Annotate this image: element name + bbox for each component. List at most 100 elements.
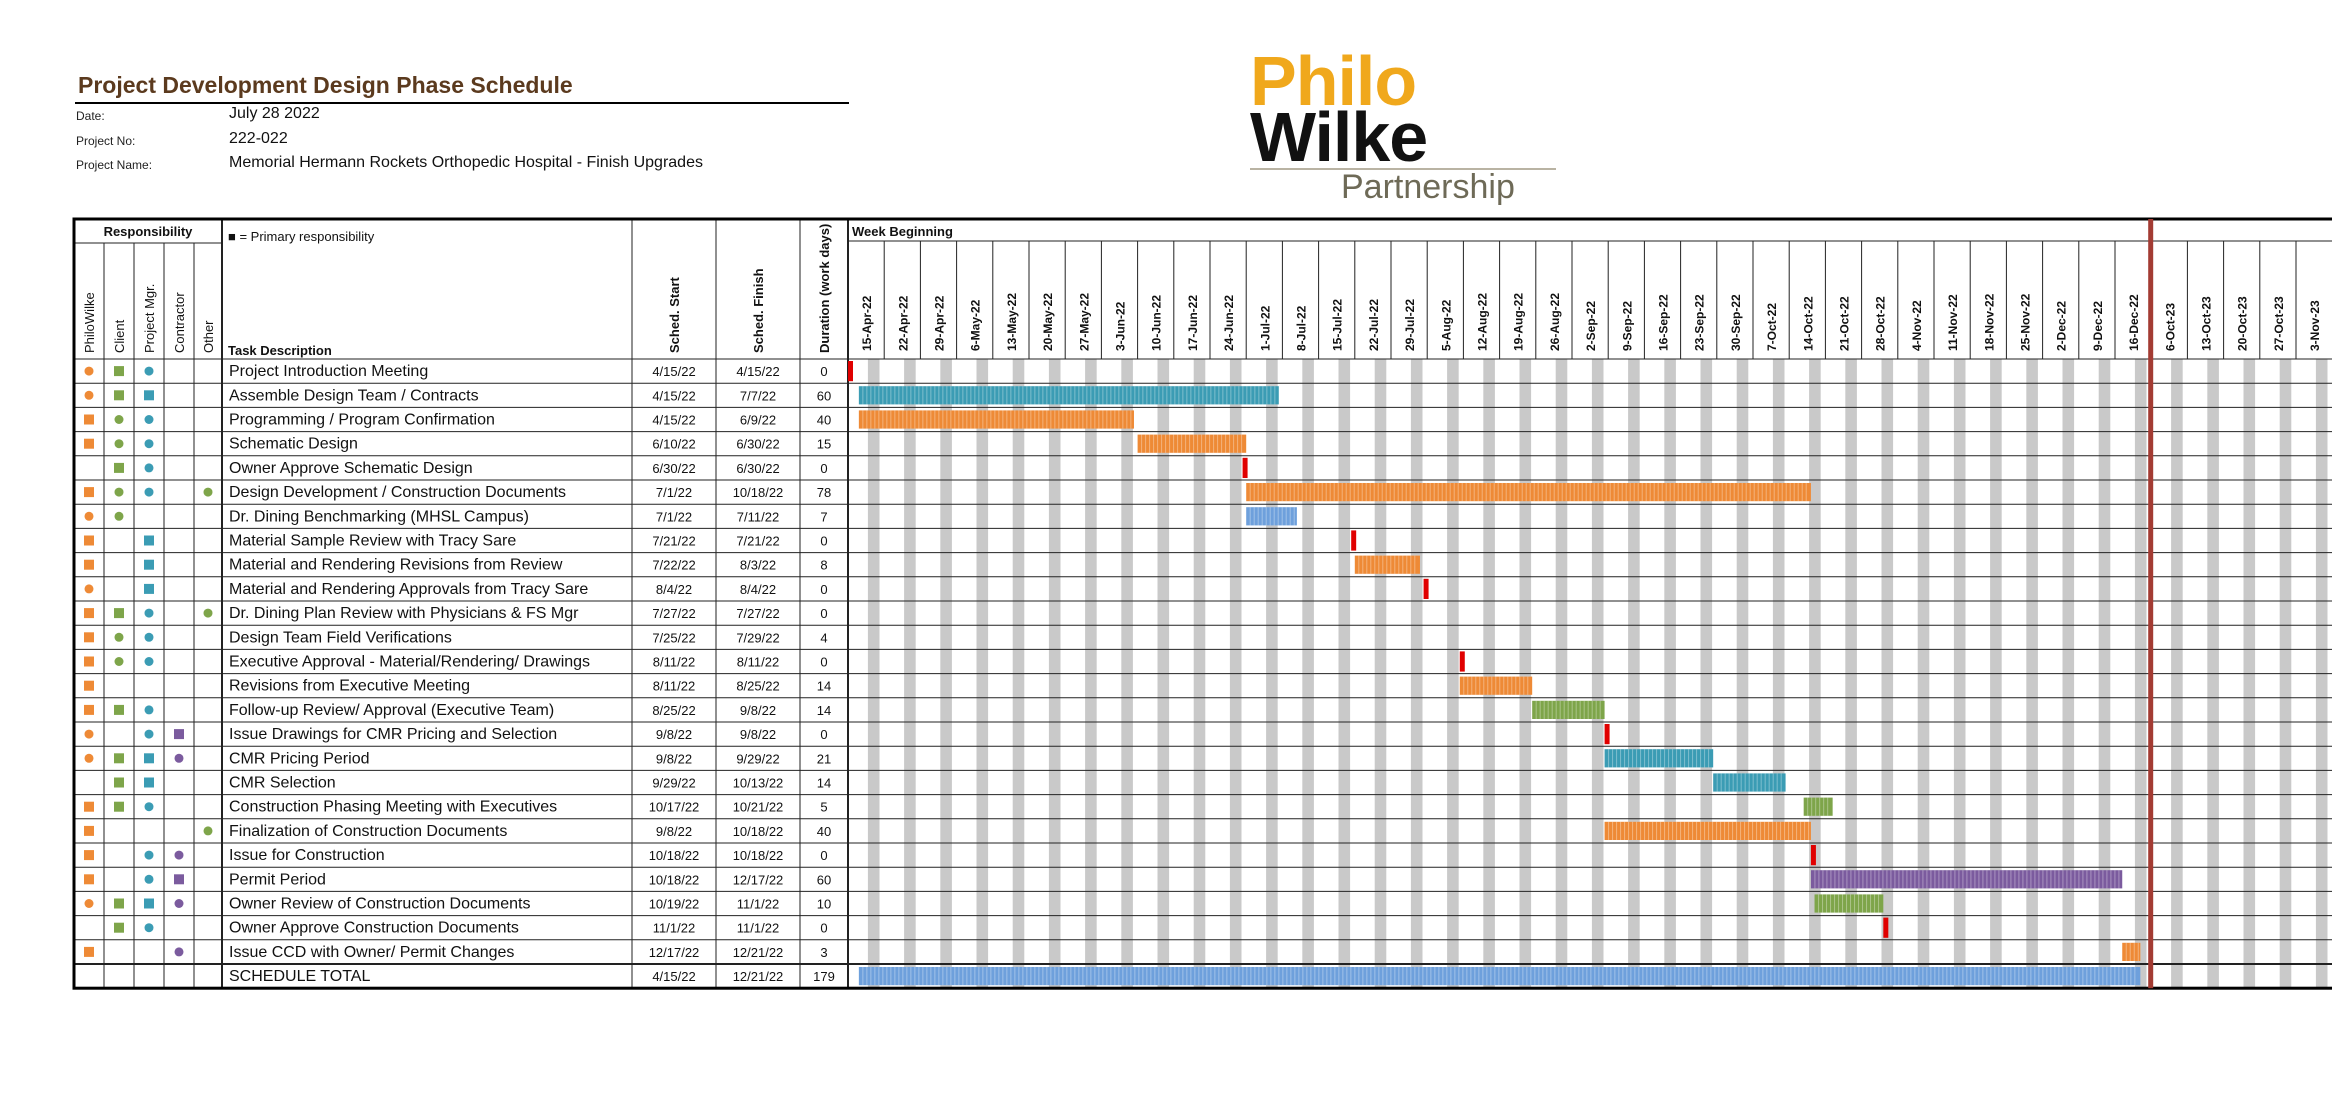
week-tick-label: 24-Jun-22 (1222, 295, 1236, 351)
task-label: Programming / Program Confirmation (229, 412, 495, 429)
task-start: 7/22/22 (652, 558, 695, 573)
role-square-marker (84, 632, 94, 643)
role-dot-marker (144, 439, 154, 449)
milestone-marker (1604, 724, 1610, 745)
week-tick-label: 4-Nov-22 (1910, 300, 1924, 351)
role-dot-marker (144, 802, 154, 812)
week-tick-label: 16-Dec-22 (2127, 294, 2141, 351)
finish-header: Sched. Finish (751, 268, 766, 353)
task-finish: 9/8/22 (740, 703, 776, 718)
task-duration: 40 (817, 413, 831, 428)
week-tick-label: 8-Jul-22 (1295, 305, 1309, 351)
role-square-marker (84, 946, 94, 957)
week-tick-label: 22-Apr-22 (896, 295, 910, 351)
week-tick-label: 2-Sep-22 (1584, 301, 1598, 351)
task-label: Executive Approval - Material/Rendering/… (229, 654, 590, 671)
gantt-bar (1604, 821, 1811, 840)
week-tick-label: 7-Oct-22 (1765, 303, 1779, 351)
task-start: 10/18/22 (649, 872, 700, 887)
task-start: 10/19/22 (649, 897, 700, 912)
week-tick-label: 17-Jun-22 (1186, 295, 1200, 351)
task-label: Issue Drawings for CMR Pricing and Selec… (229, 726, 557, 743)
task-label: Owner Review of Construction Documents (229, 896, 530, 913)
gantt-bar (858, 967, 2141, 986)
task-finish: 4/15/22 (736, 364, 779, 379)
task-label: Assemble Design Team / Contracts (229, 387, 479, 404)
week-tick-label: 9-Sep-22 (1620, 301, 1634, 351)
task-duration: 0 (820, 921, 827, 936)
task-finish: 10/18/22 (733, 848, 784, 863)
role-square-marker (114, 366, 124, 377)
week-tick-label: 20-May-22 (1041, 293, 1055, 351)
task-label: Follow-up Review/ Approval (Executive Te… (229, 702, 554, 719)
role-square-marker (84, 704, 94, 715)
task-finish: 7/21/22 (736, 534, 779, 549)
task-label: Issue CCD with Owner/ Permit Changes (229, 944, 514, 961)
task-start: 10/17/22 (649, 800, 700, 815)
task-finish: 9/8/22 (740, 727, 776, 742)
role-square-marker (144, 583, 154, 594)
gantt-bar (858, 386, 1279, 405)
gantt-bar (2122, 942, 2141, 961)
task-finish: 7/29/22 (736, 630, 779, 645)
gantt-bar (1246, 507, 1297, 526)
task-finish: 8/3/22 (740, 558, 776, 573)
task-duration: 60 (817, 388, 831, 403)
role-square-marker (114, 753, 124, 764)
task-label: Owner Approve Construction Documents (229, 920, 519, 937)
role-square-marker (144, 535, 154, 546)
date-label: Date: (76, 109, 105, 123)
role-header-3: Contractor (172, 292, 187, 353)
week-tick-label: 15-Jul-22 (1331, 299, 1345, 351)
task-duration: 15 (817, 437, 831, 452)
role-dot-marker (144, 850, 154, 860)
task-duration: 60 (817, 872, 831, 887)
task-duration: 179 (813, 969, 835, 984)
week-tick-label: 29-Jul-22 (1403, 299, 1417, 351)
role-square-marker (114, 390, 124, 401)
week-tick-label: 21-Oct-22 (1838, 296, 1852, 351)
role-dot-marker (144, 632, 154, 642)
task-finish: 11/1/22 (737, 921, 779, 936)
gantt-bar (1803, 797, 1833, 816)
task-start: 4/15/22 (652, 388, 695, 403)
week-tick-label: 10-Jun-22 (1150, 295, 1164, 351)
task-start: 8/11/22 (653, 655, 695, 670)
role-square-marker (84, 680, 94, 691)
role-square-marker (84, 825, 94, 836)
task-start: 8/11/22 (653, 679, 695, 694)
project-no-value: 222-022 (229, 130, 288, 147)
project-no-label: Project No: (76, 134, 136, 148)
role-dot-marker (144, 874, 154, 884)
task-finish: 12/21/22 (733, 969, 784, 984)
role-dot-marker (144, 487, 154, 497)
milestone-marker (1459, 651, 1465, 672)
title-rule (75, 102, 849, 104)
role-dot-marker (174, 899, 184, 908)
role-square-marker (84, 438, 94, 449)
task-label: Design Development / Construction Docume… (229, 484, 566, 501)
role-square-marker (84, 535, 94, 546)
gantt-bar (1810, 870, 2123, 889)
role-square-marker (144, 559, 154, 570)
task-label: CMR Pricing Period (229, 750, 369, 767)
role-dot-marker (114, 657, 124, 666)
week-tick-label: 22-Jul-22 (1367, 299, 1381, 351)
role-square-marker (114, 704, 124, 715)
task-start: 7/21/22 (652, 534, 695, 549)
duration-header: Duration (work days) (817, 224, 832, 353)
week-tick-label: 27-Oct-23 (2272, 296, 2286, 351)
week-tick-label: 29-Apr-22 (933, 295, 947, 351)
role-dot-marker (174, 947, 184, 957)
milestone-marker (1351, 530, 1357, 551)
role-dot-marker (114, 632, 124, 642)
role-square-marker (84, 874, 94, 885)
role-square-marker (144, 777, 154, 788)
role-dot-marker (203, 608, 213, 618)
task-finish: 9/29/22 (736, 751, 779, 766)
week-tick-label: 28-Oct-22 (1874, 296, 1888, 351)
task-finish: 12/17/22 (733, 872, 784, 887)
task-finish: 7/7/22 (740, 388, 776, 403)
role-square-marker (114, 608, 124, 619)
gantt-bar (1354, 555, 1420, 574)
